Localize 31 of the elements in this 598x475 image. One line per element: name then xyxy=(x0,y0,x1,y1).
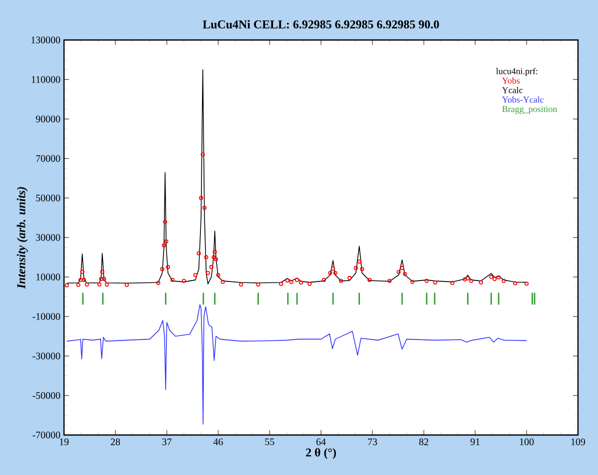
x-tick-label: 55 xyxy=(265,438,274,446)
text: Yobs-Ycalc xyxy=(502,96,544,103)
y-tick-label: -70000 xyxy=(32,432,60,438)
y-tick-label: 30000 xyxy=(36,234,60,241)
y-tick-label: 50000 xyxy=(36,194,60,202)
legend-title: lucu4ni.prf: xyxy=(496,68,538,76)
y-tick-label: 10000 xyxy=(36,274,60,280)
y-tick-label: -10000 xyxy=(32,313,60,320)
text: Bragg_position xyxy=(502,106,558,114)
x-tick-label: 19 xyxy=(60,438,69,446)
x-tick-label: 28 xyxy=(110,438,120,446)
y-tick-label: 110000 xyxy=(32,76,60,83)
x-tick-label: 64 xyxy=(316,438,326,446)
chart-title: LuCu4Ni CELL: 6.92985 6.92985 6.92985 90.0 xyxy=(202,20,439,28)
x-tick-label: 82 xyxy=(419,438,428,446)
text: Yobs xyxy=(502,77,520,84)
y-tick-label: 90000 xyxy=(36,116,60,122)
y-tick-label: 130000 xyxy=(31,36,60,44)
y-tick-label: 70000 xyxy=(36,155,60,162)
y-tick-label: -50000 xyxy=(32,392,60,399)
text: Ycalc xyxy=(502,86,523,94)
x-axis-title: 2 θ (°) xyxy=(306,448,336,459)
x-tick-label: 109 xyxy=(571,438,586,446)
x-tick-label: 100 xyxy=(520,438,534,446)
y-axis-title: Intensity (arb. units) xyxy=(16,187,28,289)
y-tick-label: -30000 xyxy=(32,352,60,360)
x-tick-label: 73 xyxy=(368,438,377,446)
line-series xyxy=(66,304,527,425)
x-tick-label: 46 xyxy=(213,438,223,446)
x-tick-label: 91 xyxy=(470,438,480,446)
x-tick-label: 37 xyxy=(162,438,172,446)
